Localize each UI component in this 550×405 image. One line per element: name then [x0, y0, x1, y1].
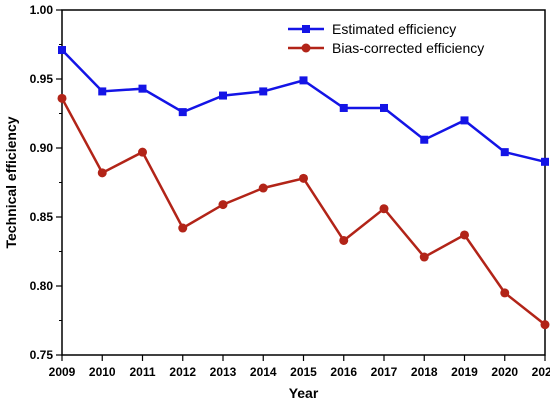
legend-label: Bias-corrected efficiency: [332, 40, 484, 56]
data-point-circle: [57, 93, 67, 103]
data-point-square: [339, 103, 348, 112]
y-tick-label: 0.95: [30, 72, 54, 86]
data-point-circle: [419, 252, 429, 262]
data-point-circle: [500, 288, 510, 298]
data-point-circle: [178, 223, 188, 233]
y-tick-label: 0.75: [30, 348, 54, 362]
data-point-circle: [138, 147, 147, 157]
data-point-circle: [379, 204, 389, 214]
series-line-1: [61, 49, 546, 164]
data-point-circle: [97, 168, 107, 178]
x-tick-label: 2009: [49, 365, 76, 379]
x-axis-title: Year: [289, 385, 319, 401]
legend-marker-square: [302, 25, 310, 33]
data-point-circle: [258, 183, 268, 193]
x-tick-label: 2015: [290, 365, 317, 379]
data-point-square: [58, 46, 66, 55]
x-tick-label: 2013: [210, 365, 237, 379]
data-point-circle: [540, 320, 550, 330]
x-tick-label: 2018: [411, 365, 438, 379]
x-tick-label: 2010: [89, 365, 116, 379]
x-tick-label: 2020: [491, 365, 518, 379]
data-point-square: [420, 135, 429, 144]
data-point-circle: [339, 235, 349, 245]
x-axis: 2009 2010 2011 2012 2013 2014 2015 2016 2017 2018…: [49, 355, 550, 379]
x-tick-label: 2011: [129, 365, 155, 379]
data-point-square: [541, 157, 549, 166]
data-point-square: [138, 84, 147, 93]
data-point-square: [219, 91, 227, 100]
data-point-square: [98, 87, 107, 96]
y-tick-label: 1.00: [30, 3, 54, 17]
data-point-square: [460, 116, 469, 125]
series-line-2: [60, 97, 546, 326]
series-group: [57, 46, 550, 330]
y-tick-label: 0.85: [30, 210, 54, 224]
x-tick-label: 2017: [371, 365, 398, 379]
data-point-square: [178, 108, 187, 117]
x-tick-label: 2016: [330, 365, 357, 379]
x-tick-label: 2012: [169, 365, 196, 379]
legend-marker-circle: [301, 43, 311, 53]
legend-label: Estimated efficiency: [332, 21, 456, 37]
data-point-square: [500, 148, 509, 157]
x-tick-label: 2019: [451, 365, 478, 379]
y-tick-label: 0.90: [30, 141, 54, 155]
legend: Estimated efficiency Bias-corrected effic…: [288, 21, 484, 56]
x-tick-label: 2021: [532, 365, 550, 379]
y-tick-label: 0.80: [30, 279, 54, 293]
data-point-circle: [299, 173, 308, 183]
data-point-circle: [218, 200, 228, 210]
data-point-circle: [460, 230, 469, 240]
y-axis-title: Technical efficiency: [3, 116, 19, 248]
data-point-square: [380, 103, 388, 112]
data-point-square: [299, 76, 308, 85]
data-point-square: [259, 87, 268, 96]
x-tick-label: 2014: [250, 365, 277, 379]
y-axis: 0.75 0.80 0.85 0.90 0.95 1.00: [30, 3, 62, 362]
